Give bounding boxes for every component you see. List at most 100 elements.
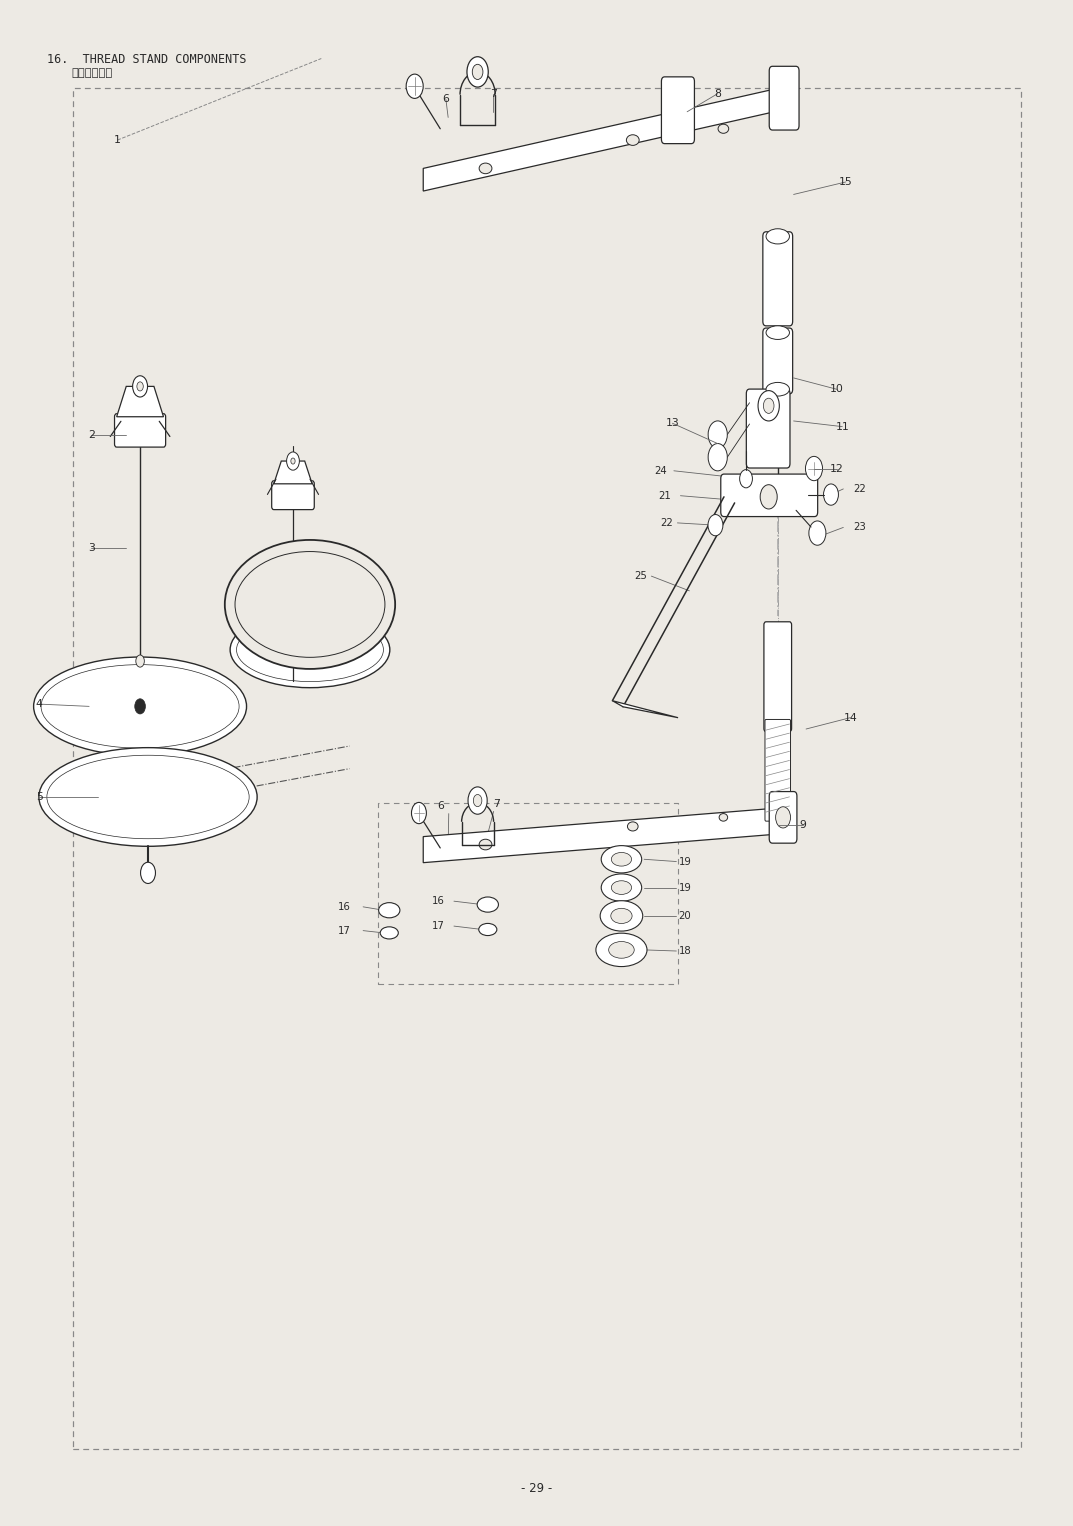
FancyBboxPatch shape	[769, 792, 797, 844]
Circle shape	[468, 787, 487, 815]
Text: 1: 1	[114, 136, 121, 145]
Circle shape	[411, 803, 426, 824]
Ellipse shape	[628, 823, 638, 832]
Text: 10: 10	[829, 385, 843, 394]
Text: 16: 16	[431, 896, 444, 906]
Text: 21: 21	[658, 491, 671, 501]
Circle shape	[809, 520, 826, 545]
Ellipse shape	[39, 748, 258, 847]
Circle shape	[758, 391, 779, 421]
FancyBboxPatch shape	[763, 232, 793, 327]
Circle shape	[472, 64, 483, 79]
Circle shape	[467, 56, 488, 87]
Ellipse shape	[601, 845, 642, 873]
Ellipse shape	[766, 229, 790, 244]
Ellipse shape	[612, 881, 632, 894]
Text: 22: 22	[853, 484, 866, 494]
Polygon shape	[117, 386, 163, 417]
Circle shape	[763, 398, 774, 414]
Circle shape	[708, 514, 723, 536]
Text: 25: 25	[634, 571, 647, 581]
Text: 9: 9	[799, 821, 806, 830]
Ellipse shape	[718, 124, 729, 133]
Text: 3: 3	[88, 543, 94, 552]
Circle shape	[708, 421, 727, 449]
Polygon shape	[274, 461, 312, 484]
Ellipse shape	[479, 923, 497, 935]
Circle shape	[407, 75, 423, 98]
Circle shape	[760, 485, 777, 510]
Ellipse shape	[47, 755, 249, 839]
Ellipse shape	[480, 163, 491, 174]
Text: 13: 13	[665, 418, 679, 429]
Ellipse shape	[627, 134, 640, 145]
Circle shape	[806, 456, 823, 481]
Circle shape	[776, 807, 791, 829]
Ellipse shape	[477, 897, 499, 913]
Circle shape	[135, 699, 146, 714]
Ellipse shape	[608, 942, 634, 958]
Text: 15: 15	[839, 177, 853, 188]
Polygon shape	[423, 89, 775, 191]
Circle shape	[739, 470, 752, 488]
Ellipse shape	[236, 618, 383, 682]
Polygon shape	[613, 700, 678, 717]
FancyBboxPatch shape	[721, 475, 818, 517]
Ellipse shape	[379, 903, 400, 917]
Polygon shape	[423, 809, 775, 862]
Ellipse shape	[600, 900, 643, 931]
Ellipse shape	[235, 551, 385, 658]
Text: 6: 6	[437, 801, 443, 810]
FancyBboxPatch shape	[115, 414, 165, 447]
Text: 4: 4	[35, 699, 43, 710]
Text: 18: 18	[678, 946, 691, 955]
Circle shape	[286, 452, 299, 470]
FancyBboxPatch shape	[763, 328, 793, 394]
Text: 16.  THREAD STAND COMPONENTS: 16. THREAD STAND COMPONENTS	[47, 53, 246, 66]
Ellipse shape	[33, 658, 247, 755]
Circle shape	[133, 375, 147, 397]
Ellipse shape	[719, 813, 727, 821]
Text: 20: 20	[678, 911, 691, 920]
Text: 24: 24	[655, 465, 667, 476]
Ellipse shape	[41, 665, 239, 748]
FancyBboxPatch shape	[661, 76, 694, 143]
Ellipse shape	[601, 874, 642, 902]
Ellipse shape	[596, 934, 647, 966]
Text: 17: 17	[431, 922, 444, 931]
Text: 7: 7	[494, 798, 500, 809]
Text: 23: 23	[853, 522, 866, 533]
Text: 2: 2	[88, 429, 94, 439]
Circle shape	[824, 484, 838, 505]
Text: 19: 19	[678, 856, 691, 867]
Ellipse shape	[230, 612, 389, 688]
Circle shape	[141, 862, 156, 884]
Text: - 29 -: - 29 -	[520, 1482, 553, 1495]
FancyBboxPatch shape	[765, 719, 791, 821]
Text: 6: 6	[442, 95, 450, 104]
Circle shape	[137, 382, 144, 391]
Text: 7: 7	[490, 89, 497, 99]
Text: 5: 5	[35, 792, 43, 803]
Circle shape	[136, 655, 145, 667]
Text: 12: 12	[829, 464, 843, 473]
Text: 8: 8	[715, 89, 721, 99]
Text: 糸立装置関係: 糸立装置関係	[71, 69, 113, 78]
Text: 19: 19	[678, 882, 691, 893]
FancyBboxPatch shape	[764, 621, 792, 731]
Ellipse shape	[480, 839, 491, 850]
Ellipse shape	[766, 383, 790, 397]
Circle shape	[473, 795, 482, 807]
Ellipse shape	[612, 853, 632, 867]
Circle shape	[708, 444, 727, 472]
FancyBboxPatch shape	[769, 66, 799, 130]
Text: 17: 17	[338, 926, 351, 935]
Ellipse shape	[225, 540, 395, 668]
Ellipse shape	[766, 325, 790, 339]
Text: 14: 14	[843, 713, 857, 723]
Text: 16: 16	[338, 902, 351, 913]
Circle shape	[291, 458, 295, 464]
Ellipse shape	[611, 908, 632, 923]
Text: 11: 11	[836, 421, 849, 432]
Text: 22: 22	[660, 517, 673, 528]
